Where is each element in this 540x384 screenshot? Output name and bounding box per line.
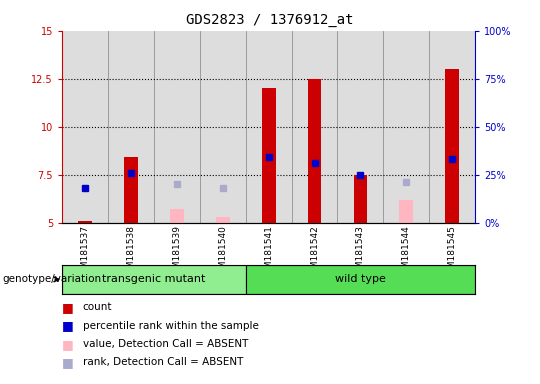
Text: ■: ■ bbox=[62, 356, 74, 369]
Text: rank, Detection Call = ABSENT: rank, Detection Call = ABSENT bbox=[83, 358, 243, 367]
Bar bbox=[400, 200, 413, 223]
Text: ■: ■ bbox=[62, 338, 74, 351]
Text: ■: ■ bbox=[62, 319, 74, 332]
Text: value, Detection Call = ABSENT: value, Detection Call = ABSENT bbox=[83, 339, 248, 349]
Text: genotype/variation: genotype/variation bbox=[3, 274, 102, 285]
Bar bbox=[170, 209, 184, 223]
Bar bbox=[78, 221, 92, 223]
Bar bbox=[62, 265, 246, 294]
Bar bbox=[446, 69, 459, 223]
Text: GDS2823 / 1376912_at: GDS2823 / 1376912_at bbox=[186, 13, 354, 27]
Text: percentile rank within the sample: percentile rank within the sample bbox=[83, 321, 259, 331]
Bar bbox=[124, 157, 138, 223]
Text: ■: ■ bbox=[62, 301, 74, 314]
Text: count: count bbox=[83, 302, 112, 312]
Bar bbox=[308, 79, 321, 223]
Text: transgenic mutant: transgenic mutant bbox=[102, 274, 206, 285]
Bar bbox=[262, 88, 275, 223]
Text: wild type: wild type bbox=[335, 274, 386, 285]
Bar bbox=[246, 265, 475, 294]
Bar bbox=[216, 217, 229, 223]
Bar bbox=[354, 175, 367, 223]
